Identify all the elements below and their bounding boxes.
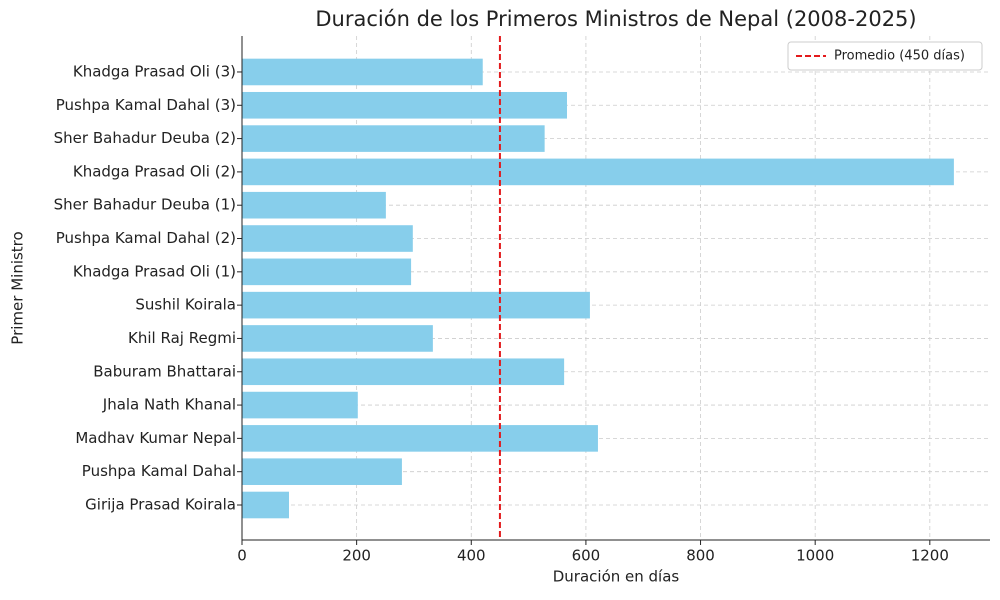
y-tick-label: Sushil Koirala [135, 296, 236, 314]
bar [242, 358, 565, 386]
y-tick-label: Girija Prasad Koirala [85, 496, 236, 514]
x-tick-label: 600 [572, 547, 601, 565]
bar [242, 191, 386, 219]
chart-title: Duración de los Primeros Ministros de Ne… [315, 7, 916, 31]
x-tick-label: 200 [342, 547, 371, 565]
y-tick-label: Sher Bahadur Deuba (2) [54, 129, 236, 147]
x-tick-label: 400 [457, 547, 486, 565]
bar [242, 158, 954, 186]
y-tick-label: Sher Bahadur Deuba (1) [54, 196, 236, 214]
x-tick-label: 1000 [796, 547, 834, 565]
bar [242, 225, 413, 252]
y-tick-label: Khadga Prasad Oli (2) [73, 162, 236, 180]
x-tick-label: 1200 [911, 547, 949, 565]
legend-label: Promedio (450 días) [834, 49, 965, 64]
bar [242, 491, 290, 519]
legend-box [787, 41, 983, 71]
x-axis-label: Duración en días [553, 568, 680, 586]
bar [242, 425, 598, 452]
y-tick-label: Madhav Kumar Nepal [75, 429, 236, 447]
bar [242, 125, 545, 152]
y-tick-label: Khadga Prasad Oli (3) [73, 62, 236, 80]
y-tick-label: Pushpa Kamal Dahal (2) [56, 229, 236, 247]
bar [242, 458, 402, 485]
y-tick-label: Baburam Bhattarai [93, 362, 236, 380]
bar [242, 258, 412, 286]
x-tick-label: 0 [237, 547, 247, 565]
bar [242, 325, 433, 352]
bar [242, 291, 590, 319]
bar [242, 58, 483, 86]
bar [242, 391, 358, 419]
bar [242, 91, 567, 119]
y-tick-label: Pushpa Kamal Dahal [82, 462, 236, 480]
y-tick-label: Pushpa Kamal Dahal (3) [56, 96, 236, 114]
y-tick-label: Jhala Nath Khanal [102, 396, 236, 414]
y-axis-label: Primer Ministro [9, 231, 27, 344]
x-tick-label: 800 [686, 547, 715, 565]
y-tick-label: Khil Raj Regmi [128, 329, 236, 347]
y-tick-label: Khadga Prasad Oli (1) [73, 262, 236, 280]
